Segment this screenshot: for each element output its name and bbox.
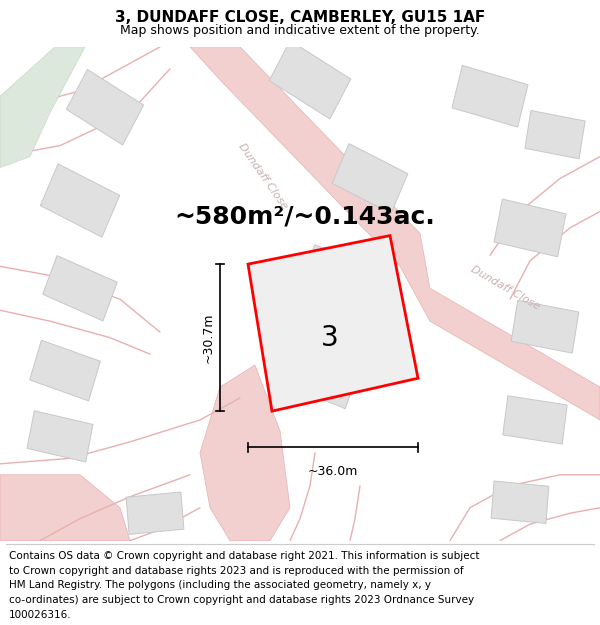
Text: Contains OS data © Crown copyright and database right 2021. This information is : Contains OS data © Crown copyright and d… [9,551,479,561]
Polygon shape [269,41,351,119]
Text: 3, DUNDAFF CLOSE, CAMBERLEY, GU15 1AF: 3, DUNDAFF CLOSE, CAMBERLEY, GU15 1AF [115,10,485,25]
Polygon shape [0,475,130,541]
Polygon shape [67,69,143,145]
Polygon shape [525,111,585,159]
Polygon shape [511,300,579,353]
Text: to Crown copyright and database rights 2023 and is reproduced with the permissio: to Crown copyright and database rights 2… [9,566,464,576]
Polygon shape [452,66,528,127]
Polygon shape [40,164,119,237]
Text: co-ordinates) are subject to Crown copyright and database rights 2023 Ordnance S: co-ordinates) are subject to Crown copyr… [9,595,474,605]
Text: Map shows position and indicative extent of the property.: Map shows position and indicative extent… [120,24,480,36]
Polygon shape [43,256,117,321]
Polygon shape [27,411,93,462]
Polygon shape [29,340,100,401]
Polygon shape [0,47,85,168]
Polygon shape [503,396,567,444]
Text: ~580m²/~0.143ac.: ~580m²/~0.143ac. [175,205,436,229]
Polygon shape [270,244,390,409]
Polygon shape [190,47,600,420]
Polygon shape [200,365,290,541]
Text: Dundaff Close: Dundaff Close [469,264,541,312]
Text: ~36.0m: ~36.0m [308,465,358,478]
Polygon shape [494,199,566,257]
Polygon shape [248,236,418,411]
Text: HM Land Registry. The polygons (including the associated geometry, namely x, y: HM Land Registry. The polygons (includin… [9,580,431,590]
Polygon shape [126,492,184,534]
Polygon shape [491,481,549,523]
Text: 100026316.: 100026316. [9,610,71,620]
Text: ~30.7m: ~30.7m [202,312,215,363]
Text: 3: 3 [321,324,339,352]
Polygon shape [332,144,408,214]
Text: Dundaff Close: Dundaff Close [236,141,290,211]
